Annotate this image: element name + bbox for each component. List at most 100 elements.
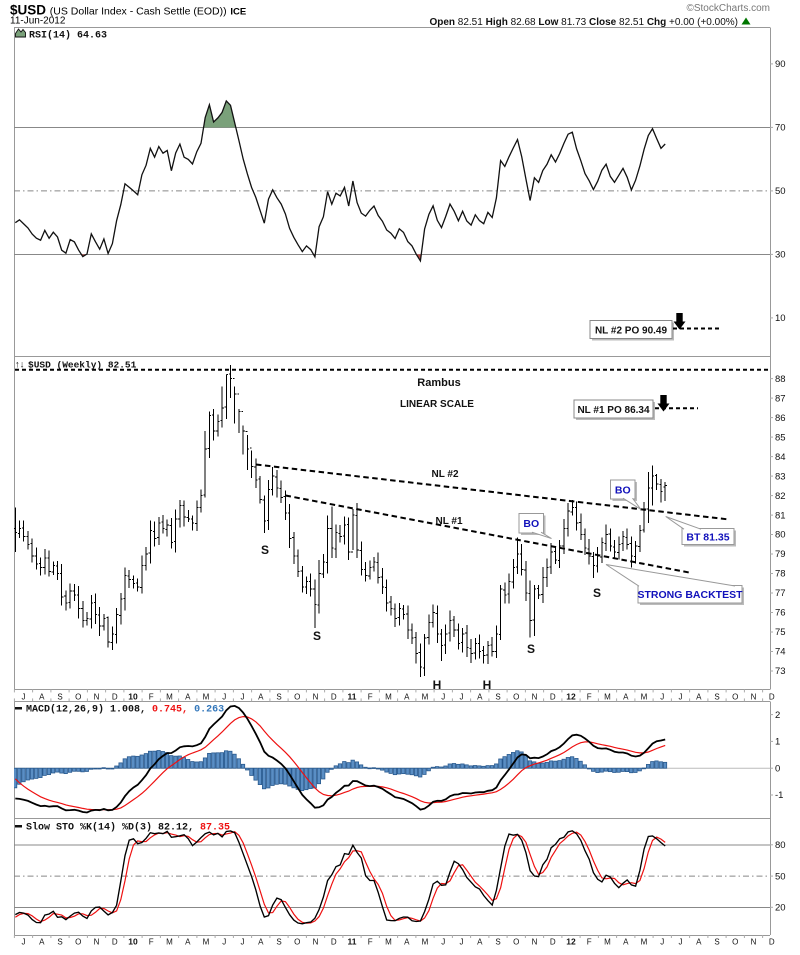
- svg-text:O: O: [732, 938, 738, 947]
- svg-text:74: 74: [775, 647, 786, 658]
- svg-text:NL #1 PO 86.34: NL #1 PO 86.34: [577, 405, 650, 416]
- svg-text:S: S: [57, 938, 62, 947]
- svg-text:A: A: [185, 938, 191, 947]
- svg-text:S: S: [57, 693, 62, 702]
- svg-text:75: 75: [775, 627, 786, 638]
- svg-text:77: 77: [775, 588, 786, 599]
- svg-text:A: A: [185, 693, 191, 702]
- svg-text:85: 85: [775, 432, 786, 443]
- svg-text:70: 70: [775, 123, 786, 134]
- svg-text:90: 90: [775, 59, 786, 70]
- svg-text:↑↓: ↑↓: [15, 360, 25, 371]
- svg-text:N: N: [751, 938, 757, 947]
- svg-text:J: J: [241, 938, 245, 947]
- svg-text:Slow STO %K(14) %D(3) 82.12, 8: Slow STO %K(14) %D(3) 82.12, 87.35: [26, 822, 230, 834]
- svg-text:50: 50: [775, 186, 786, 197]
- svg-text:76: 76: [775, 608, 786, 619]
- svg-text:S: S: [714, 693, 719, 702]
- svg-text:D: D: [550, 938, 556, 947]
- svg-text:O: O: [75, 693, 81, 702]
- svg-text:11-Jun-2012: 11-Jun-2012: [10, 16, 66, 27]
- svg-text:1: 1: [775, 737, 780, 748]
- svg-text:D: D: [331, 693, 337, 702]
- svg-text:H: H: [433, 678, 442, 692]
- svg-text:81: 81: [775, 510, 786, 521]
- svg-text:O: O: [732, 693, 738, 702]
- svg-text:A: A: [39, 693, 45, 702]
- svg-text:A: A: [623, 693, 629, 702]
- svg-text:86: 86: [775, 413, 786, 424]
- svg-text:N: N: [94, 938, 100, 947]
- svg-text:20: 20: [775, 903, 786, 914]
- svg-text:J: J: [660, 938, 664, 947]
- svg-text:BO: BO: [523, 518, 539, 530]
- svg-text:M: M: [422, 693, 429, 702]
- svg-text:STRONG BACKTEST: STRONG BACKTEST: [638, 589, 744, 601]
- svg-text:$USD (US Dollar Index - Cash S: $USD (US Dollar Index - Cash Settle (EOD…: [10, 3, 246, 18]
- svg-text:J: J: [660, 693, 664, 702]
- svg-text:50: 50: [775, 871, 786, 882]
- svg-text:J: J: [679, 693, 683, 702]
- svg-text:10: 10: [128, 692, 138, 702]
- svg-text:J: J: [241, 693, 245, 702]
- svg-text:F: F: [587, 693, 592, 702]
- svg-text:J: J: [441, 938, 445, 947]
- svg-text:88: 88: [775, 374, 786, 385]
- svg-text:10: 10: [775, 313, 786, 324]
- svg-text:A: A: [477, 938, 483, 947]
- svg-text:M: M: [604, 938, 611, 947]
- svg-text:S: S: [276, 693, 281, 702]
- svg-text:N: N: [532, 938, 538, 947]
- svg-text:S: S: [313, 629, 321, 643]
- svg-text:80: 80: [775, 530, 786, 541]
- svg-text:M: M: [422, 938, 429, 947]
- svg-text:F: F: [587, 938, 592, 947]
- svg-text:MACD(12,26,9) 1.008, 0.745, 0.: MACD(12,26,9) 1.008, 0.745, 0.263: [26, 704, 224, 716]
- svg-text:NL #2 PO 90.49: NL #2 PO 90.49: [595, 326, 668, 337]
- svg-text:NL #1: NL #1: [435, 516, 462, 527]
- svg-text:M: M: [166, 693, 173, 702]
- svg-text:M: M: [385, 938, 392, 947]
- svg-text:A: A: [258, 693, 264, 702]
- svg-text:F: F: [149, 938, 154, 947]
- svg-text:S: S: [593, 586, 601, 600]
- svg-text:O: O: [294, 938, 300, 947]
- svg-text:A: A: [39, 938, 45, 947]
- svg-text:O: O: [513, 693, 519, 702]
- svg-text:N: N: [313, 693, 319, 702]
- svg-text:©StockCharts.com: ©StockCharts.com: [686, 3, 770, 14]
- svg-text:80: 80: [775, 840, 786, 851]
- svg-text:J: J: [222, 693, 226, 702]
- svg-text:84: 84: [775, 452, 786, 463]
- svg-text:-1: -1: [775, 790, 783, 801]
- svg-text:O: O: [294, 693, 300, 702]
- svg-text:A: A: [258, 938, 264, 947]
- svg-text:J: J: [22, 693, 26, 702]
- svg-text:78: 78: [775, 569, 786, 580]
- svg-text:M: M: [641, 938, 648, 947]
- svg-text:H: H: [483, 678, 492, 692]
- svg-text:S: S: [714, 938, 719, 947]
- svg-text:D: D: [331, 938, 337, 947]
- svg-text:N: N: [532, 693, 538, 702]
- svg-text:D: D: [769, 693, 775, 702]
- svg-text:M: M: [641, 693, 648, 702]
- svg-text:J: J: [460, 693, 464, 702]
- svg-text:0: 0: [775, 763, 780, 774]
- svg-text:F: F: [368, 693, 373, 702]
- svg-text:12: 12: [566, 937, 576, 947]
- svg-text:10: 10: [128, 937, 138, 947]
- svg-text:D: D: [769, 938, 775, 947]
- svg-text:M: M: [203, 938, 210, 947]
- svg-text:LINEAR SCALE: LINEAR SCALE: [400, 399, 474, 410]
- svg-text:A: A: [404, 938, 410, 947]
- svg-text:S: S: [495, 693, 500, 702]
- svg-text:A: A: [477, 693, 483, 702]
- svg-text:Open 82.51 High 82.68 Low 81.7: Open 82.51 High 82.68 Low 81.73 Close 82…: [429, 17, 738, 28]
- svg-text:M: M: [166, 938, 173, 947]
- svg-text:87: 87: [775, 393, 786, 404]
- svg-text:M: M: [203, 693, 210, 702]
- svg-text:BO: BO: [615, 484, 631, 496]
- svg-text:$USD (Weekly) 82.51: $USD (Weekly) 82.51: [28, 360, 137, 371]
- svg-text:J: J: [679, 938, 683, 947]
